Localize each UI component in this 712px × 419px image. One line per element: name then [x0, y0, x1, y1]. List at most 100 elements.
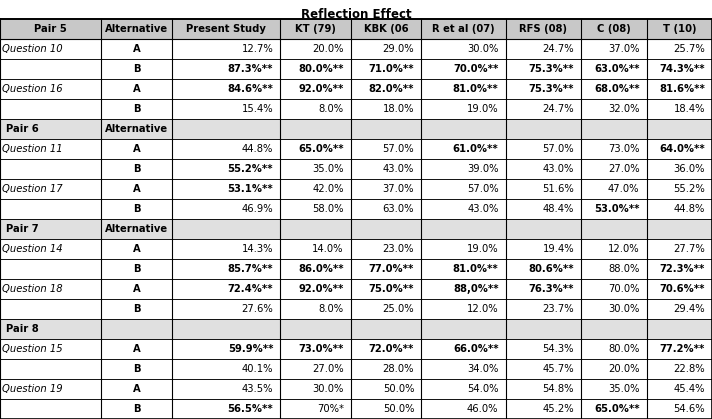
Text: 19.4%: 19.4%: [543, 244, 574, 254]
Text: 92.0%**: 92.0%**: [298, 284, 344, 294]
Text: 74.3%**: 74.3%**: [659, 64, 705, 74]
Text: RFS (08): RFS (08): [520, 24, 567, 34]
Text: T (10): T (10): [663, 24, 696, 34]
Bar: [0, 19, 712, 39]
Text: B: B: [133, 364, 140, 374]
Text: Pair 5: Pair 5: [34, 24, 67, 34]
Text: 92.0%**: 92.0%**: [298, 84, 344, 94]
Text: 12.0%: 12.0%: [467, 304, 498, 314]
Bar: [0, 59, 712, 79]
Text: 68.0%**: 68.0%**: [594, 84, 639, 94]
Text: Reflection Effect: Reflection Effect: [300, 8, 412, 21]
Text: 64.0%**: 64.0%**: [659, 144, 705, 154]
Text: 55.2%: 55.2%: [673, 184, 705, 194]
Text: KT (79): KT (79): [295, 24, 336, 34]
Text: Alternative: Alternative: [105, 124, 168, 134]
Text: 45.7%: 45.7%: [543, 364, 574, 374]
Text: 75.0%**: 75.0%**: [369, 284, 414, 294]
Text: 43.0%: 43.0%: [467, 204, 498, 214]
Bar: [0, 179, 712, 199]
Text: Pair 8: Pair 8: [6, 324, 38, 334]
Text: B: B: [133, 204, 140, 214]
Text: 71.0%**: 71.0%**: [369, 64, 414, 74]
Text: 57.0%: 57.0%: [382, 144, 414, 154]
Bar: [0, 219, 712, 239]
Text: 48.4%: 48.4%: [543, 204, 574, 214]
Text: 18.4%: 18.4%: [674, 104, 705, 114]
Bar: [0, 379, 712, 399]
Text: 80.0%: 80.0%: [608, 344, 639, 354]
Text: 53.1%**: 53.1%**: [227, 184, 273, 194]
Text: 22.8%: 22.8%: [674, 364, 705, 374]
Text: 24.7%: 24.7%: [543, 44, 574, 54]
Bar: [0, 79, 712, 99]
Text: 80.6%**: 80.6%**: [528, 264, 574, 274]
Text: 43.0%: 43.0%: [543, 164, 574, 174]
Text: 43.5%: 43.5%: [241, 384, 273, 394]
Text: 25.7%: 25.7%: [673, 44, 705, 54]
Text: 15.4%: 15.4%: [241, 104, 273, 114]
Text: 85.7%**: 85.7%**: [228, 264, 273, 274]
Text: 14.3%: 14.3%: [241, 244, 273, 254]
Bar: [0, 119, 712, 139]
Text: 80.0%**: 80.0%**: [298, 64, 344, 74]
Text: 27.7%: 27.7%: [673, 244, 705, 254]
Text: 35.0%: 35.0%: [313, 164, 344, 174]
Text: 43.0%: 43.0%: [383, 164, 414, 174]
Text: KBK (06: KBK (06: [364, 24, 409, 34]
Bar: [0, 199, 712, 219]
Text: A: A: [133, 344, 140, 354]
Text: 86.0%**: 86.0%**: [298, 264, 344, 274]
Text: 29.4%: 29.4%: [674, 304, 705, 314]
Text: Alternative: Alternative: [105, 24, 168, 34]
Text: 19.0%: 19.0%: [467, 104, 498, 114]
Text: 66.0%**: 66.0%**: [453, 344, 498, 354]
Text: 36.0%: 36.0%: [674, 164, 705, 174]
Text: B: B: [133, 64, 140, 74]
Text: 27.0%: 27.0%: [312, 364, 344, 374]
Text: A: A: [133, 84, 140, 94]
Text: 70.6%**: 70.6%**: [659, 284, 705, 294]
Text: 81.6%**: 81.6%**: [659, 84, 705, 94]
Bar: [0, 399, 712, 419]
Text: 45.4%: 45.4%: [674, 384, 705, 394]
Text: Pair 6: Pair 6: [6, 124, 38, 134]
Bar: [0, 359, 712, 379]
Text: Question 16: Question 16: [2, 84, 63, 94]
Text: 24.7%: 24.7%: [543, 104, 574, 114]
Text: 58.0%: 58.0%: [313, 204, 344, 214]
Bar: [0, 259, 712, 279]
Text: 50.0%: 50.0%: [383, 384, 414, 394]
Text: A: A: [133, 184, 140, 194]
Text: 59.9%**: 59.9%**: [228, 344, 273, 354]
Text: 34.0%: 34.0%: [467, 364, 498, 374]
Text: Question 15: Question 15: [2, 344, 63, 354]
Bar: [0, 339, 712, 359]
Text: 46.9%: 46.9%: [241, 204, 273, 214]
Text: 77.0%**: 77.0%**: [369, 264, 414, 274]
Text: 88,0%**: 88,0%**: [453, 284, 498, 294]
Text: 45.2%: 45.2%: [543, 404, 574, 414]
Text: B: B: [133, 304, 140, 314]
Text: Alternative: Alternative: [105, 224, 168, 234]
Text: 65.0%**: 65.0%**: [298, 144, 344, 154]
Text: 12.0%: 12.0%: [608, 244, 639, 254]
Text: 25.0%: 25.0%: [382, 304, 414, 314]
Text: 57.0%: 57.0%: [467, 184, 498, 194]
Text: 81.0%**: 81.0%**: [453, 264, 498, 274]
Text: 54.0%: 54.0%: [467, 384, 498, 394]
Text: 40.1%: 40.1%: [241, 364, 273, 374]
Text: 29.0%: 29.0%: [382, 44, 414, 54]
Text: Pair 7: Pair 7: [6, 224, 38, 234]
Text: R et al (07): R et al (07): [432, 24, 495, 34]
Text: 70%*: 70%*: [317, 404, 344, 414]
Text: Question 17: Question 17: [2, 184, 63, 194]
Bar: [0, 159, 712, 179]
Bar: [0, 319, 712, 339]
Text: 55.2%**: 55.2%**: [228, 164, 273, 174]
Text: Question 14: Question 14: [2, 244, 63, 254]
Text: 8.0%: 8.0%: [318, 104, 344, 114]
Bar: [0, 39, 712, 59]
Text: 37.0%: 37.0%: [608, 44, 639, 54]
Text: 87.3%**: 87.3%**: [228, 64, 273, 74]
